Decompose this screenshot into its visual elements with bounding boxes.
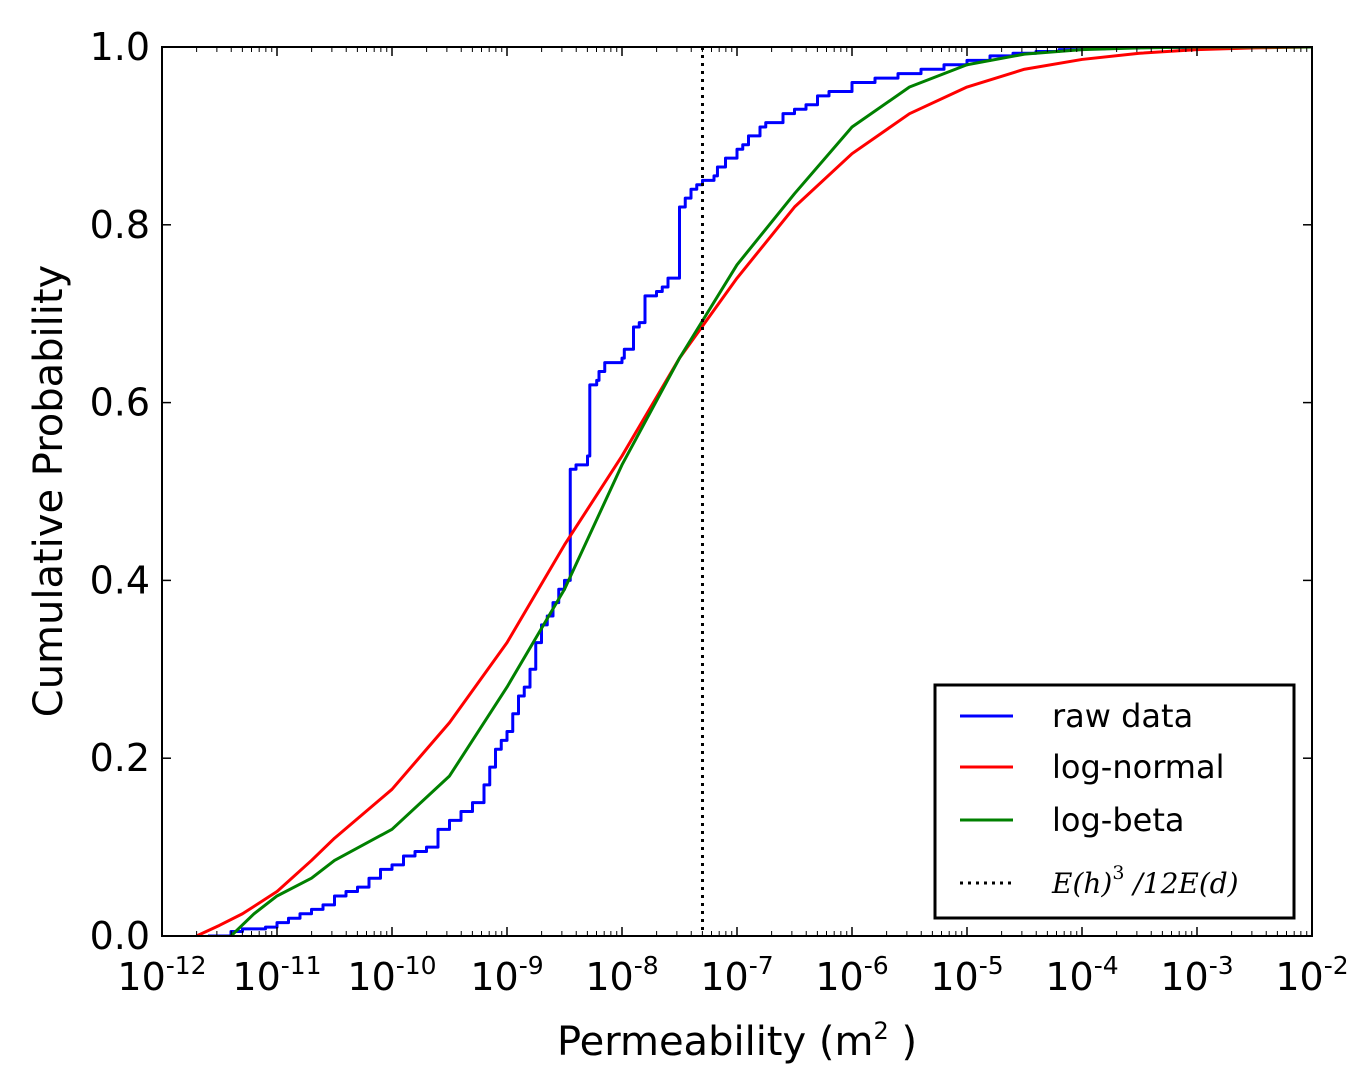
y-tick-label: 0.4 (90, 558, 150, 602)
ticks-layer (161, 46, 1313, 937)
x-tick-label: 10-6 (815, 951, 888, 999)
x-tick-label: 10-5 (930, 951, 1003, 999)
x-axis-title: Permeability (m2 ) (557, 1017, 917, 1065)
x-tick-label: 10-4 (1045, 951, 1118, 999)
y-tick-label: 0.8 (90, 203, 150, 247)
x-tick-label: 10-12 (117, 951, 206, 999)
y-tick-label: 0.6 (90, 381, 150, 425)
series-raw-data (208, 47, 1312, 936)
x-tick-label: 10-3 (1160, 951, 1233, 999)
legend-box (933, 683, 1296, 920)
legend-label-log-normal: log-normal (1052, 748, 1224, 786)
y-tick-label: 0.0 (90, 914, 150, 958)
x-axis-title-superscript: 2 (873, 1017, 888, 1045)
y-axis-title: Cumulative Probability (26, 265, 72, 717)
legend: raw data log-normal log-beta E(h)3 /12E(… (933, 683, 1296, 920)
x-tick-label: 10-11 (232, 951, 321, 999)
legend-label-log-beta: log-beta (1052, 801, 1184, 839)
x-tick-label: 10-7 (700, 951, 773, 999)
y-tick-label: 1.0 (90, 25, 150, 69)
series-log-beta (229, 47, 1312, 936)
x-tick-label: 10-10 (347, 951, 436, 999)
x-tick-labels: 10-12 10-11 10-10 10-9 10-8 10-7 10-6 10-5 10-4 1… (117, 951, 1348, 999)
x-tick-label: 10-2 (1275, 951, 1348, 999)
y-tick-labels: 0.0 0.2 0.4 0.6 0.8 1.0 (90, 25, 150, 958)
x-tick-label: 10-9 (470, 951, 543, 999)
legend-label-reference-line: E(h)3 /12E(d) (1051, 862, 1239, 900)
legend-label-raw-data: raw data (1052, 697, 1193, 735)
x-tick-label: 10-8 (585, 951, 658, 999)
y-tick-label: 0.2 (90, 736, 150, 780)
series-layer (195, 47, 1312, 936)
